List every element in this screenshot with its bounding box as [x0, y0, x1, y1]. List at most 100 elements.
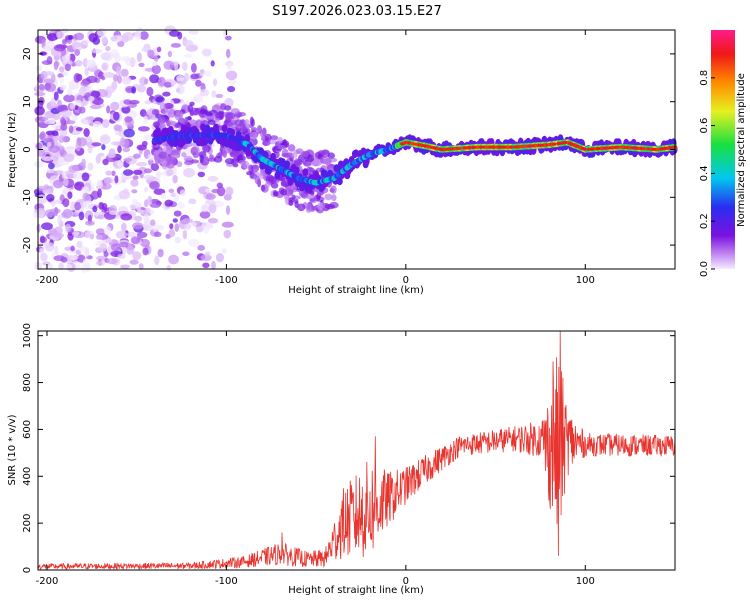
- spectrogram-noise-cell: [311, 159, 318, 165]
- spectrogram-noise-cell: [118, 189, 130, 200]
- spectrogram-noise-cell: [99, 243, 108, 252]
- spectrogram-noise-cell: [132, 175, 139, 181]
- spectrogram-noise-cell: [46, 168, 55, 174]
- spectrogram-noise-cell: [199, 89, 210, 97]
- spectrogram-noise-cell: [329, 157, 338, 163]
- spectrogram-noise-cell: [41, 222, 53, 230]
- spectrogram-noise-cell: [176, 74, 185, 82]
- spectrogram-noise-cell: [214, 112, 224, 119]
- spectrogram-noise-cell: [151, 61, 158, 67]
- spectrogram-ridge-cell: [270, 152, 277, 161]
- colorbar-gradient: [711, 30, 735, 269]
- spectrogram-noise-cell: [113, 111, 120, 121]
- spectrogram-noise-cell: [194, 93, 204, 104]
- spectrogram-noise-cell: [212, 78, 218, 86]
- spectrogram-noise-cell: [73, 171, 83, 180]
- spectrogram-noise-cell: [123, 99, 132, 105]
- spectrogram-noise-cell: [166, 264, 171, 271]
- spectrogram-noise-cell: [63, 177, 69, 187]
- spectrogram-noise-cell: [62, 71, 68, 77]
- spectrogram-noise-cell: [288, 189, 294, 195]
- spectrogram-noise-cell: [75, 127, 83, 132]
- spectrogram-ridge-core: [552, 142, 557, 146]
- spectrogram-noise-cell: [209, 154, 214, 160]
- spectrogram-noise-cell: [78, 211, 85, 221]
- spectrogram-noise-cell: [63, 153, 75, 162]
- spectrogram-noise-cell: [76, 240, 83, 248]
- spectrogram-noise-cell: [293, 159, 303, 166]
- spectrogram-noise-cell: [100, 136, 108, 141]
- spectrogram-noise-cell: [63, 94, 76, 103]
- spectrogram-noise-cell: [215, 93, 224, 99]
- spectrogram-noise-cell: [203, 156, 209, 162]
- spectrogram-noise-cell: [131, 86, 137, 94]
- spectrogram-noise-cell: [144, 207, 152, 214]
- spectrogram-noise-cell: [67, 191, 73, 199]
- spectrogram-noise-cell: [122, 147, 131, 153]
- spectrogram-noise-cell: [277, 137, 284, 144]
- spectrogram-noise-cell: [86, 59, 97, 68]
- colorbar-tick-label: 0.4: [699, 165, 710, 181]
- spectrogram-noise-cell: [170, 192, 176, 198]
- spectrogram-noise-cell: [270, 135, 279, 141]
- spectrogram-noise-cell: [127, 242, 133, 251]
- colorbar-tick-label: 0.8: [699, 70, 710, 86]
- spectrogram-noise-cell: [248, 164, 254, 174]
- spectrogram-noise-cell: [293, 199, 299, 204]
- spectrogram-noise-cell: [92, 97, 104, 105]
- spectrogram-noise-cell: [150, 163, 160, 172]
- spectrogram-noise-cell: [331, 194, 337, 202]
- spectrogram-noise-cell: [96, 28, 107, 37]
- spectrogram-ridge-cell: [302, 168, 309, 177]
- spectrogram-noise-cell: [96, 179, 104, 189]
- spectrogram-ridge-cell: [202, 137, 209, 146]
- spectrogram-noise-cell: [80, 263, 89, 273]
- spectrogram-noise-cell: [85, 220, 95, 226]
- spectrogram-noise-cell: [87, 162, 94, 171]
- spectrogram-noise-cell: [113, 74, 119, 82]
- spectrogram-noise-cell: [190, 73, 200, 80]
- spectrogram-noise-cell: [235, 124, 242, 133]
- spectrogram-noise-cell: [57, 214, 62, 225]
- snr-ytick-label: 400: [22, 467, 33, 486]
- spectrogram-noise-cell: [46, 141, 52, 149]
- spectrogram-noise-cell: [133, 169, 143, 175]
- spectrogram-noise-cell: [84, 67, 89, 76]
- spectrogram-noise-cell: [204, 251, 211, 257]
- spectrogram-noise-cell: [176, 84, 185, 95]
- spectrogram-noise-cell: [105, 45, 111, 52]
- spectrogram-noise-cell: [90, 90, 101, 99]
- spectrogram-noise-cell: [120, 137, 125, 147]
- spectrogram-noise-cell: [211, 188, 221, 194]
- spectrogram-ridge-cell: [244, 134, 251, 143]
- spectrogram-ridge-core: [641, 147, 646, 151]
- spectrogram-noise-cell: [143, 214, 150, 223]
- spectrogram-noise-cell: [43, 137, 54, 143]
- spectrogram-noise-cell: [128, 100, 140, 105]
- spectrogram-noise-cell: [103, 71, 115, 79]
- spectrogram-noise-cell: [105, 170, 113, 176]
- spectrogram-noise-cell: [74, 104, 79, 110]
- spectrogram-noise-cell: [129, 259, 139, 265]
- spectrogram-noise-cell: [150, 219, 156, 226]
- spectrogram-noise-cell: [324, 193, 333, 201]
- spectrogram-noise-cell: [204, 70, 213, 77]
- spectrogram-noise-cell: [95, 228, 105, 236]
- spectrogram-noise-cell: [34, 116, 46, 124]
- spectrogram-noise-cell: [181, 152, 187, 158]
- spectrogram-noise-cell: [120, 68, 129, 77]
- spectrogram-noise-cell: [67, 35, 74, 40]
- spectrogram-noise-cell: [156, 171, 162, 176]
- spectrogram-noise-cell: [250, 127, 258, 132]
- spectrogram-noise-cell: [223, 28, 229, 38]
- spectrogram-noise-cell: [207, 175, 219, 182]
- spectrogram-noise-cell: [48, 263, 53, 270]
- spectrogram-noise-cell: [91, 48, 103, 54]
- spectrogram-noise-cell: [138, 62, 145, 68]
- spectrogram-noise-cell: [222, 150, 227, 158]
- spectrogram-noise-cell: [34, 161, 44, 168]
- spectrogram-noise-cell: [327, 152, 335, 159]
- spectrogram-noise-cell: [91, 190, 99, 200]
